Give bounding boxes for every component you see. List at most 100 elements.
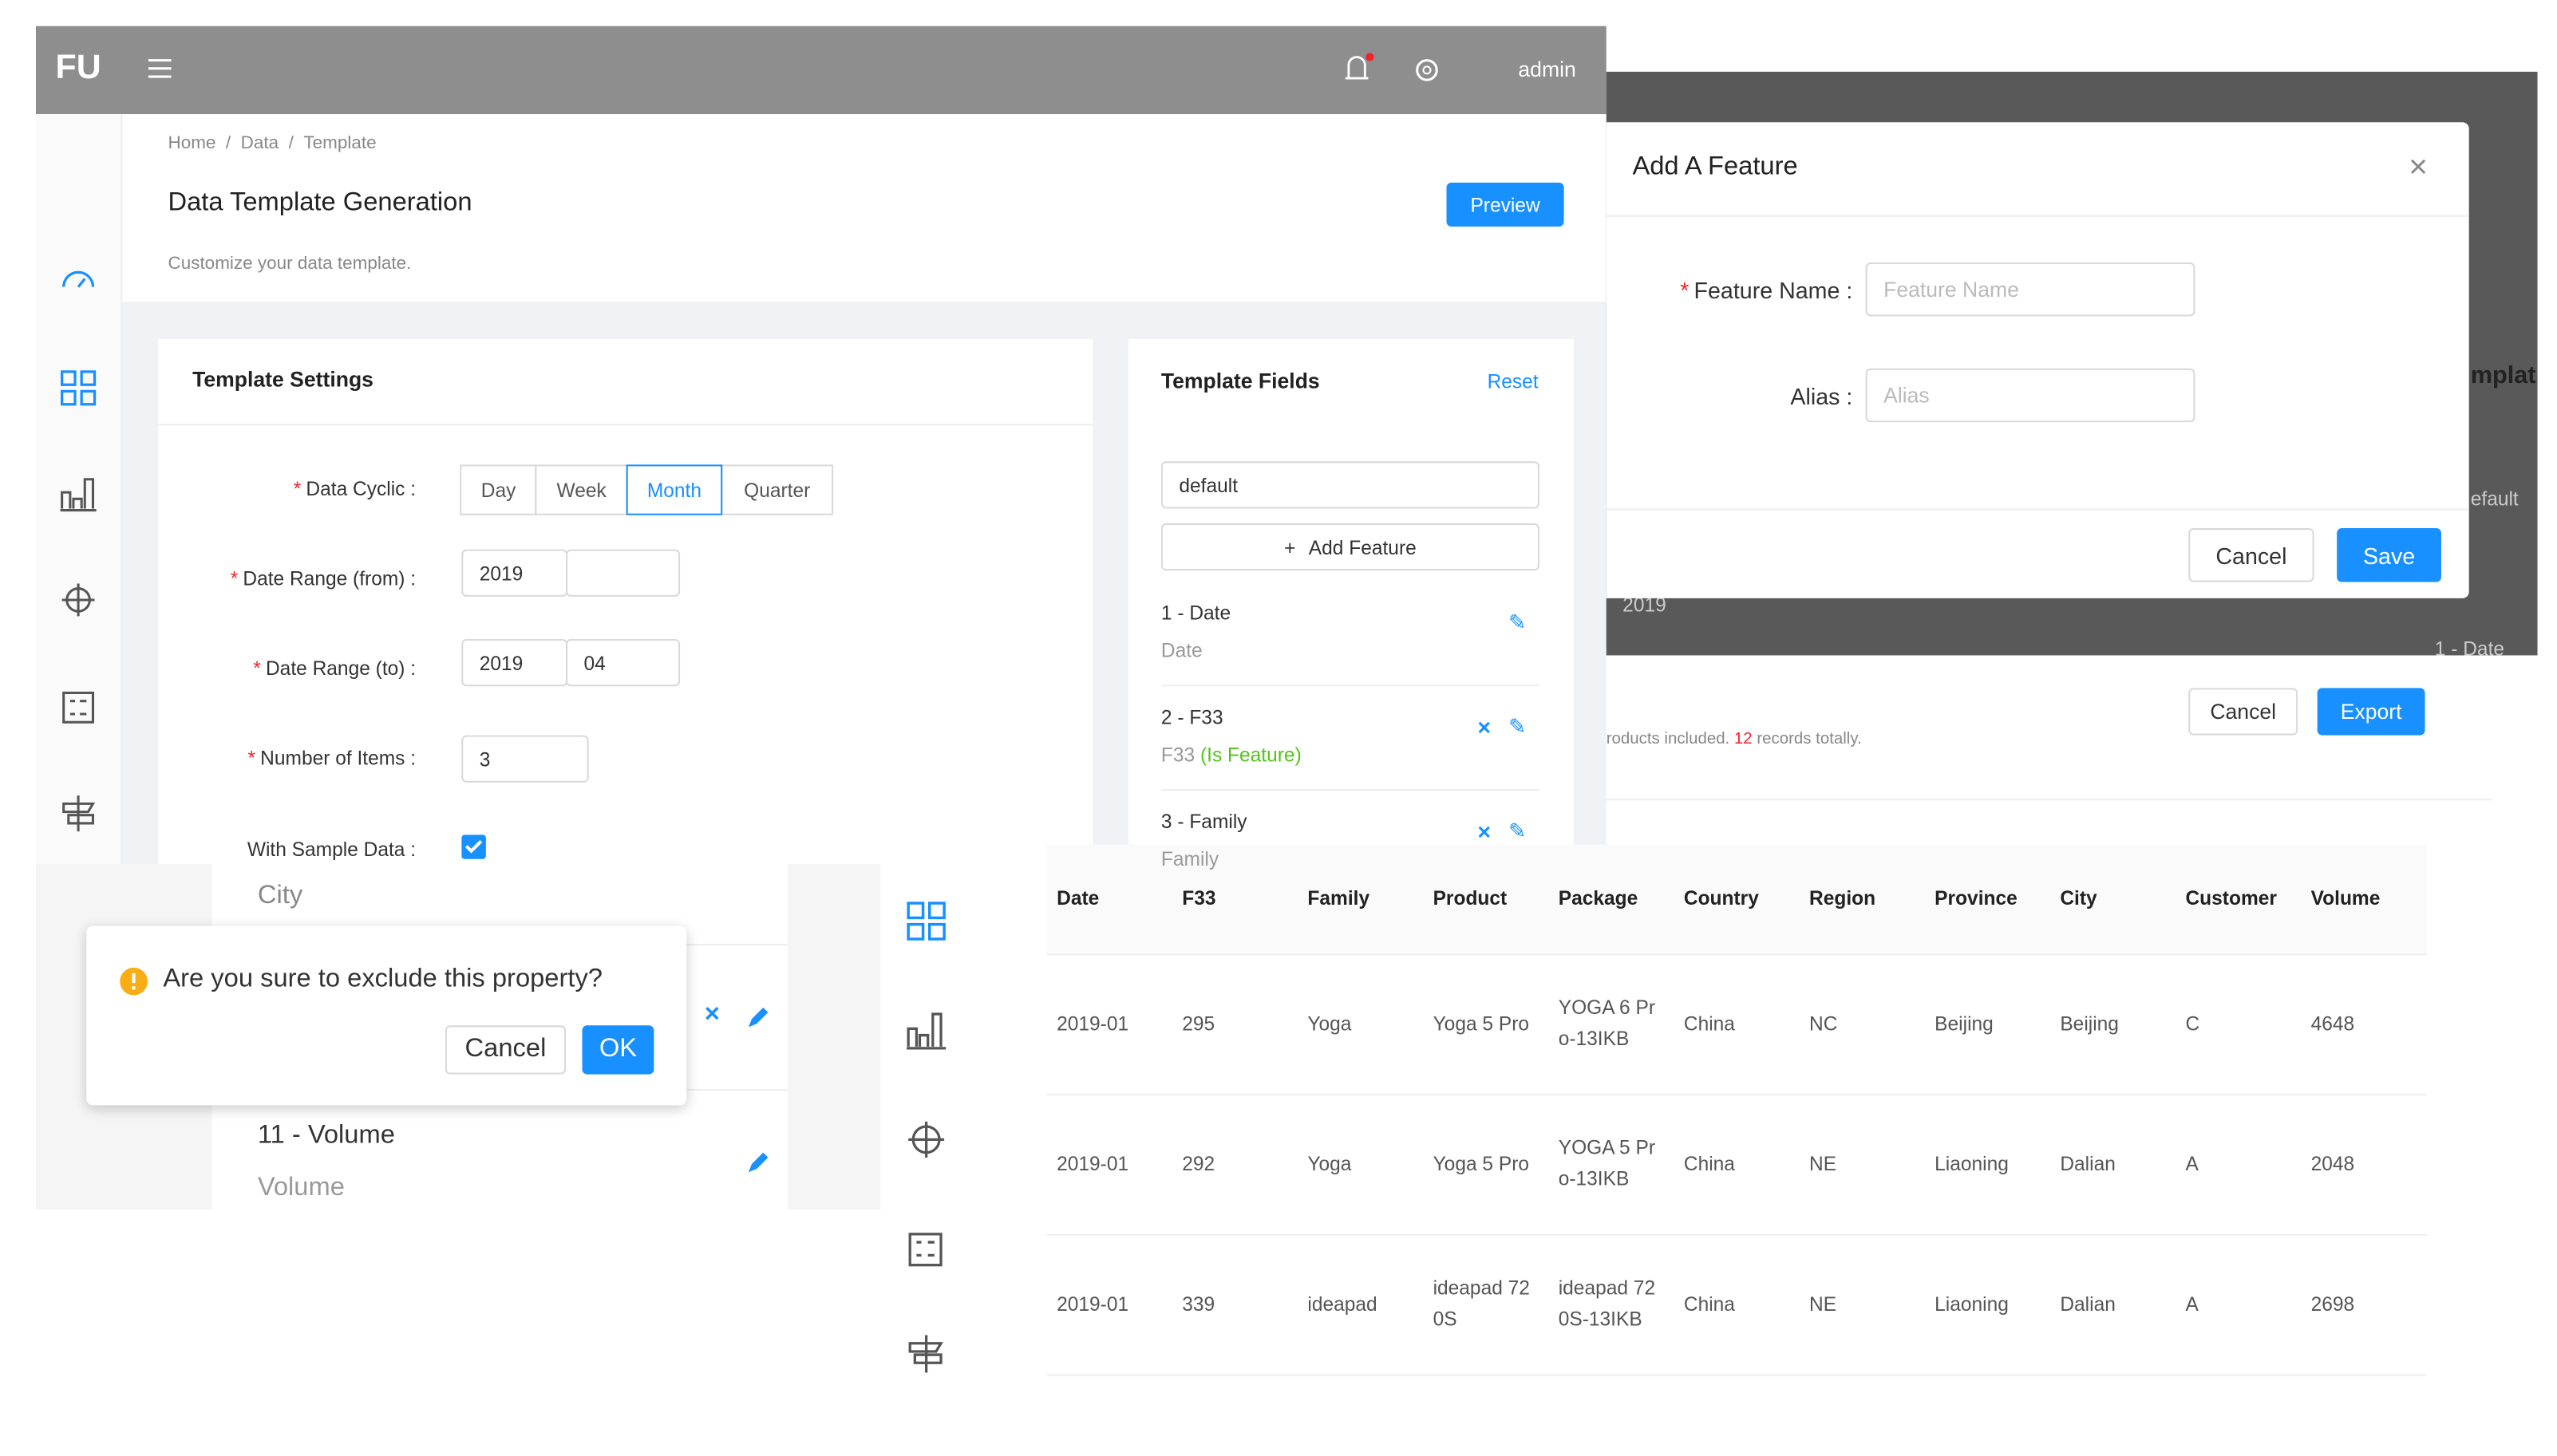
table-cell: YOGA 5 Pro-13IKB	[1558, 1136, 1656, 1190]
edit-icon[interactable]: ✎	[1508, 818, 1527, 843]
table-row: 2019-01 292 Yoga Yoga 5 Pro YOGA 5 Pro-13IKB…	[1046, 1094, 2427, 1234]
table-cell: Yoga 5 Pro	[1433, 1151, 1530, 1175]
logo: FU	[55, 49, 101, 87]
sidebar-icons[interactable]	[905, 900, 947, 1373]
divider	[1606, 508, 2469, 511]
table-cell: 339	[1182, 1292, 1215, 1316]
popconfirm	[86, 925, 687, 1106]
edit-icon[interactable]: ✎	[1508, 610, 1527, 634]
field-label: Number of Items :	[248, 747, 416, 770]
table-cell: 4648	[2310, 1011, 2355, 1035]
table-cell: China	[1683, 1292, 1735, 1316]
month-select[interactable]	[566, 549, 681, 597]
table-cell: Yoga	[1307, 1151, 1352, 1175]
segment-option[interactable]: Quarter	[721, 464, 833, 515]
feature-tag: (Is Feature)	[1200, 743, 1302, 767]
modal	[1606, 122, 2469, 598]
field-name: 11 - Volume	[257, 1121, 395, 1150]
field-name: 2 - F33	[1160, 705, 1223, 729]
column-header: City	[2060, 887, 2097, 910]
menu-icon[interactable]	[147, 57, 173, 81]
placeholder: Alias	[1883, 383, 1930, 408]
cancel-button[interactable]: Cancel	[2188, 688, 2298, 736]
table-row: 2019-01 339 ideapad ideapad 720S ideapad 720…	[1046, 1234, 2427, 1375]
edit-icon[interactable]: ✎	[1508, 714, 1527, 739]
alias-input[interactable]: Alias	[1865, 368, 2195, 423]
field-name: 1 - Date	[1160, 602, 1231, 625]
fields-card	[1128, 339, 1574, 865]
column-header: Package	[1558, 887, 1638, 910]
column-header: Product	[1433, 887, 1508, 910]
year-select[interactable]: 2019	[461, 549, 568, 597]
breadcrumb-item[interactable]: Home	[168, 133, 216, 154]
record-count: 12	[1733, 730, 1753, 748]
table-cell: NE	[1809, 1292, 1837, 1316]
select-value: default	[1179, 473, 1239, 497]
field-alias: Date	[1160, 639, 1203, 662]
page-title: Data Template Generation	[168, 189, 472, 217]
settings-icon[interactable]	[1413, 55, 1442, 85]
table-cell: ideapad 720S	[1433, 1276, 1530, 1331]
segment-option[interactable]: Month	[626, 464, 723, 515]
template-select[interactable]: default	[1160, 461, 1539, 509]
field-name: City	[257, 882, 303, 910]
close-icon[interactable]: ×	[2409, 149, 2428, 186]
table-cell: Liaoning	[1935, 1292, 2009, 1316]
cancel-button[interactable]: Cancel	[2188, 528, 2314, 582]
ok-button[interactable]: OK	[582, 1025, 654, 1075]
table-cell: ideapad	[1307, 1292, 1377, 1316]
field-subtitle: Date	[1161, 639, 1203, 662]
table-cell: NC	[1809, 1011, 1838, 1035]
table-header-row: Date F33 Family Product Package Country Region…	[1046, 844, 2427, 954]
table-cell: Dalian	[2060, 1151, 2116, 1175]
select-value: 2019	[479, 561, 524, 585]
field-alias: Family	[1160, 847, 1219, 871]
table-cell: Yoga	[1307, 1011, 1352, 1035]
sidebar-icons[interactable]	[59, 261, 98, 848]
field-label: Feature Name :	[1680, 277, 1853, 303]
background-text: mplat	[2470, 361, 2536, 390]
number-input[interactable]: 3	[461, 735, 589, 783]
divider	[158, 424, 1093, 426]
placeholder: Feature Name	[1883, 277, 2019, 302]
remove-icon[interactable]: ×	[1477, 818, 1492, 845]
sidebar	[35, 114, 123, 865]
save-button[interactable]: Save	[2337, 528, 2441, 582]
table-cell: 295	[1182, 1011, 1215, 1035]
button-label: Add Feature	[1308, 535, 1417, 558]
segment-option[interactable]: Day	[460, 464, 537, 515]
segment-option[interactable]: Week	[535, 464, 628, 515]
edit-icon[interactable]	[745, 1150, 772, 1176]
divider	[1606, 215, 2469, 217]
cancel-button[interactable]: Cancel	[445, 1025, 567, 1075]
feature-name-input[interactable]: Feature Name	[1865, 262, 2195, 317]
segmented-control: Day Week Month Quarter	[460, 464, 833, 515]
export-button[interactable]: Export	[2317, 688, 2425, 736]
table-cell: NE	[1809, 1151, 1837, 1175]
reset-link[interactable]: Reset	[1487, 369, 1539, 393]
edit-icon[interactable]	[745, 1004, 772, 1031]
remove-icon[interactable]: ×	[704, 1000, 720, 1029]
field-alias: F33	[1160, 743, 1196, 767]
user-name[interactable]: admin	[1518, 57, 1576, 82]
divider	[1160, 685, 1539, 687]
month-select[interactable]: 04	[566, 639, 681, 687]
remove-icon[interactable]: ×	[1477, 714, 1492, 740]
bell-icon[interactable]	[1342, 52, 1378, 85]
column-header: Volume	[2310, 887, 2381, 910]
table-cell: Dalian	[2060, 1292, 2116, 1316]
checkbox[interactable]	[461, 835, 486, 859]
add-feature-button[interactable]: + Add Feature	[1160, 523, 1539, 571]
preview-button[interactable]: Preview	[1446, 182, 1564, 227]
field-name: 3 - Family	[1160, 810, 1247, 834]
breadcrumb-item[interactable]: Data	[240, 133, 279, 154]
table-row: 2019-01 295 Yoga Yoga 5 Pro YOGA 6 Pro-13IKB…	[1046, 953, 2427, 1095]
table-cell: Liaoning	[1935, 1151, 2009, 1175]
column-header: F33	[1182, 887, 1216, 910]
table-cell: China	[1683, 1011, 1735, 1035]
note-text: records totally.	[1757, 730, 1862, 748]
table-cell: Beijing	[1935, 1011, 1994, 1035]
field-label: Alias :	[1790, 383, 1853, 409]
settings-card	[158, 339, 1093, 865]
year-select[interactable]: 2019	[461, 639, 568, 687]
